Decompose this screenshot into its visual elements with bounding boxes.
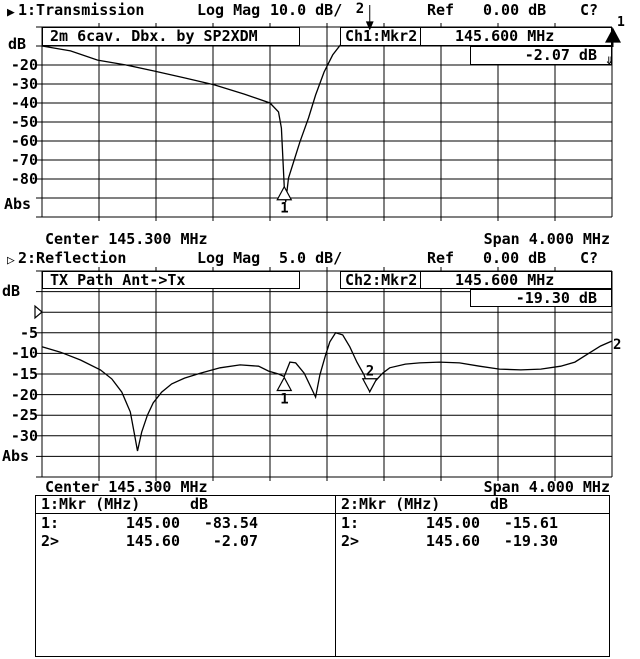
table-row: 145.60 (125, 532, 180, 550)
table-row: 145.00 (425, 514, 480, 532)
marker-table (35, 495, 610, 657)
table-row: -83.54 (203, 514, 258, 532)
channel2-axis-label: -30 (10, 427, 38, 445)
channel1-axis-label: -50 (10, 113, 38, 131)
channel1-format: Log Mag (197, 1, 261, 19)
channel2-marker-value-box: -19.30 dB (470, 289, 612, 307)
channel2-cal-indicator: C? (580, 249, 599, 267)
channel2-ref-label: Ref (427, 249, 455, 267)
channel1-active-flag-icon: ▶ (7, 5, 15, 20)
channel1-axis-label: -40 (10, 94, 38, 112)
ch2-reflection-trace (41, 332, 613, 452)
table-row: 145.60 (425, 532, 480, 550)
channel1-axis-label: -70 (10, 151, 38, 169)
channel1-span: Span 4.000 MHz (483, 230, 610, 248)
channel2-axis-label: -10 (10, 344, 38, 362)
channel2-axis-label: -15 (10, 365, 38, 383)
channel1-cal-indicator: C? (580, 1, 599, 19)
table-row: -15.61 (503, 514, 558, 532)
channel1-axis-label: -20 (10, 56, 38, 74)
channel2-inactive-flag-icon: ▷ (7, 253, 15, 268)
marker-table-header-divider (35, 513, 610, 514)
channel2-scale: 5.0 dB/ (279, 249, 343, 267)
channel2-format: Log Mag (197, 249, 261, 267)
table-row: 145.00 (125, 514, 180, 532)
channel2-abs-label: Abs (2, 447, 30, 465)
channel1-marker-freq-box: 145.600 MHz (420, 27, 612, 46)
channel1-ref-value: 0.00 dB (483, 1, 547, 19)
channel1-marker-source-box: Ch1:Mkr2 (340, 27, 421, 46)
marker-table-column-divider (335, 495, 336, 657)
channel2-trace-title-box: TX Path Ant->Tx (42, 271, 300, 289)
channel1-axis-label: -60 (10, 132, 38, 150)
channel2-title: 2:Reflection (18, 249, 127, 267)
channel2-axis-label: -20 (10, 386, 38, 404)
table-row: 1: (41, 514, 60, 532)
channel2-axis-label: -25 (10, 406, 38, 424)
channel2-marker-source-box: Ch2:Mkr2 (340, 271, 421, 289)
marker-table-right-title: 2:Mkr (MHz) (341, 495, 441, 513)
marker-table-left-unit: dB (190, 495, 209, 513)
table-row: -2.07 (212, 532, 258, 550)
channel1-center-freq: Center 145.300 MHz (45, 230, 208, 248)
marker-table-left-title: 1:Mkr (MHz) (41, 495, 141, 513)
channel1-abs-label: Abs (4, 195, 32, 213)
channel1-ref-label: Ref (427, 1, 455, 19)
channel1-title: 1:Transmission (18, 1, 145, 19)
channel1-axis-label: -30 (10, 75, 38, 93)
table-row: 1: (341, 514, 360, 532)
channel2-span: Span 4.000 MHz (483, 478, 610, 496)
channel2-marker-freq-box: 145.600 MHz (420, 271, 612, 289)
table-row: 2> (41, 532, 60, 550)
channel1-axis-label: -80 (10, 170, 38, 188)
table-row: 2> (341, 532, 360, 550)
channel1-axis-unit: dB (8, 35, 27, 53)
marker-table-right-unit: dB (490, 495, 509, 513)
channel1-scale: 10.0 dB/ (270, 1, 343, 19)
table-row: -19.30 (503, 532, 558, 550)
channel2-center-freq: Center 145.300 MHz (45, 478, 208, 496)
channel2-axis-label: -5 (19, 324, 38, 342)
channel1-marker-value-box: -2.07 dB (470, 46, 612, 65)
channel2-axis-unit: dB (2, 282, 21, 300)
channel2-ref-value: 0.00 dB (483, 249, 547, 267)
channel1-trace-title-box: 2m 6cav. Dbx. by SP2XDM (42, 27, 300, 46)
